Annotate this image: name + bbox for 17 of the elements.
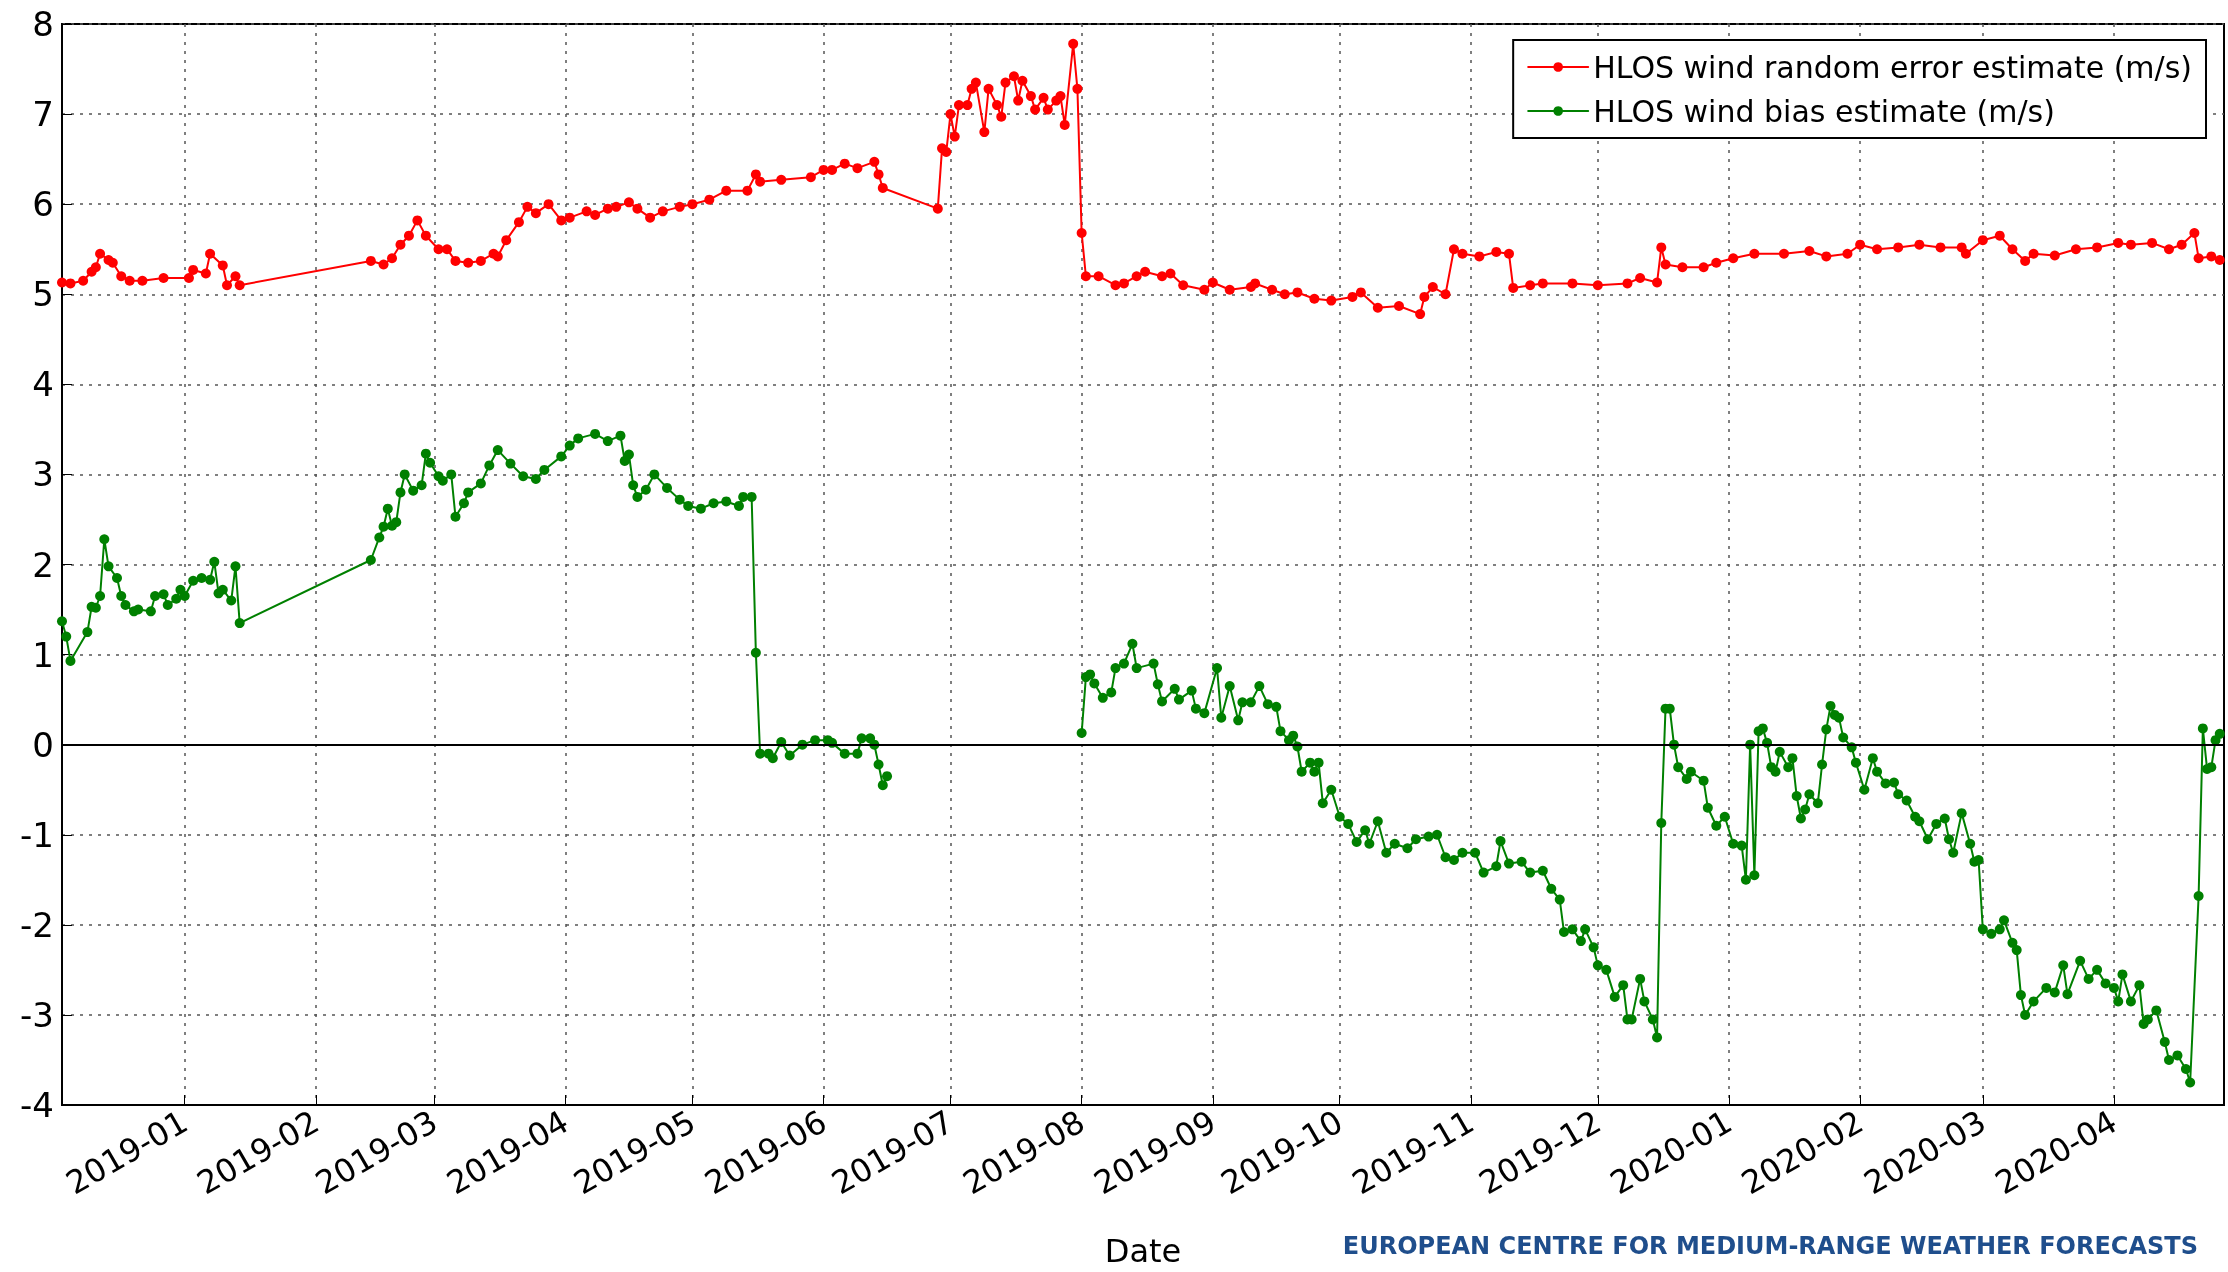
text: EUROPEAN CENTRE FOR MEDIUM-RANGE WEATHER FORECASTS [1342,1232,2199,1260]
x-axis-title: Date [1104,1232,1182,1270]
y-tick-label: 1 [32,634,54,675]
y-tick-label: -2 [20,904,54,945]
y-tick-label: 3 [32,454,54,495]
y-tick-label: -4 [20,1085,54,1125]
y-tick-label: 8 [32,4,54,44]
y-tick-label: 4 [32,364,54,405]
y-tick-label: -1 [20,814,54,855]
y-tick-label: -3 [20,994,54,1035]
legend-label: HLOS wind bias estimate (m/s) [1593,93,2055,129]
y-tick-label: 6 [32,184,54,225]
y-tick-label: 2 [32,544,54,585]
legend-label: HLOS wind random error estimate (m/s) [1593,49,2192,85]
y-tick-label: 7 [32,94,54,135]
y-tick-label: 0 [32,724,54,765]
y-tick-label: 5 [32,274,54,315]
